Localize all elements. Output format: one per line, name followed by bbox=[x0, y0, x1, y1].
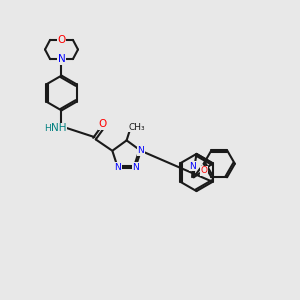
Text: CH₃: CH₃ bbox=[128, 123, 145, 132]
Text: N: N bbox=[137, 146, 144, 155]
Text: N: N bbox=[132, 163, 139, 172]
Text: NH: NH bbox=[51, 123, 67, 133]
Text: O: O bbox=[99, 119, 107, 129]
Text: H: H bbox=[45, 124, 51, 133]
Text: O: O bbox=[200, 167, 207, 176]
Text: N: N bbox=[114, 163, 121, 172]
Text: N: N bbox=[58, 54, 65, 64]
Text: N: N bbox=[190, 162, 196, 171]
Text: O: O bbox=[57, 35, 66, 45]
